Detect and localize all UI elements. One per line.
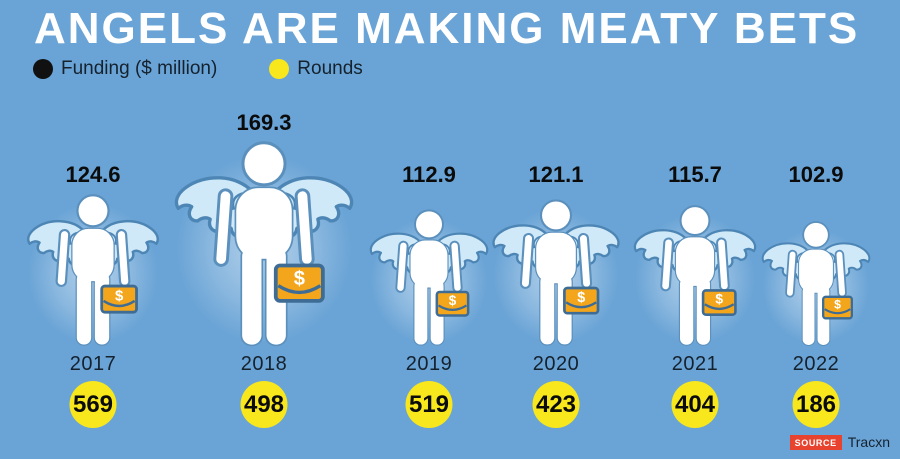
legend-item-rounds: Rounds bbox=[269, 58, 363, 80]
year-label: 2022 bbox=[792, 353, 840, 375]
rounds-dot-icon bbox=[269, 59, 290, 79]
funding-value-label: 112.9 bbox=[402, 162, 456, 187]
funding-value-label: 169.3 bbox=[236, 110, 292, 135]
funding-dot-icon bbox=[33, 59, 53, 79]
source-name: Tracxn bbox=[847, 434, 890, 450]
rounds-badge: 404 bbox=[671, 381, 719, 428]
year-label: 2018 bbox=[240, 353, 288, 375]
year-label: 2017 bbox=[69, 353, 117, 375]
funding-value-label: 115.7 bbox=[668, 162, 722, 187]
page-title: ANGELS ARE MAKING MEATY BETS bbox=[34, 4, 860, 53]
funding-value-label: 124.6 bbox=[65, 162, 121, 187]
angel-figure bbox=[760, 221, 873, 347]
rounds-badge: 519 bbox=[405, 381, 453, 428]
legend-label-funding: Funding ($ million) bbox=[61, 58, 218, 79]
rounds-badge: 423 bbox=[532, 381, 580, 428]
funding-value-label: 102.9 bbox=[788, 162, 844, 187]
source-attribution: SOURCE Tracxn bbox=[789, 434, 890, 450]
angel-figure bbox=[490, 199, 622, 347]
legend-label-rounds: Rounds bbox=[297, 58, 363, 79]
rounds-badge: 186 bbox=[792, 381, 840, 428]
angel-figure bbox=[632, 205, 759, 347]
rounds-badge: 569 bbox=[69, 381, 117, 428]
year-label: 2021 bbox=[671, 353, 719, 375]
year-label: 2020 bbox=[532, 353, 580, 375]
rounds-badge: 498 bbox=[240, 381, 288, 428]
legend: Funding ($ million) Rounds bbox=[33, 58, 363, 80]
angel-figure bbox=[25, 194, 162, 347]
angel-figure bbox=[172, 141, 357, 348]
funding-value-label: 121.1 bbox=[528, 162, 584, 187]
angel-figure bbox=[368, 209, 491, 347]
year-label: 2019 bbox=[405, 353, 453, 375]
source-badge: SOURCE bbox=[789, 434, 842, 450]
legend-item-funding: Funding ($ million) bbox=[33, 58, 217, 80]
